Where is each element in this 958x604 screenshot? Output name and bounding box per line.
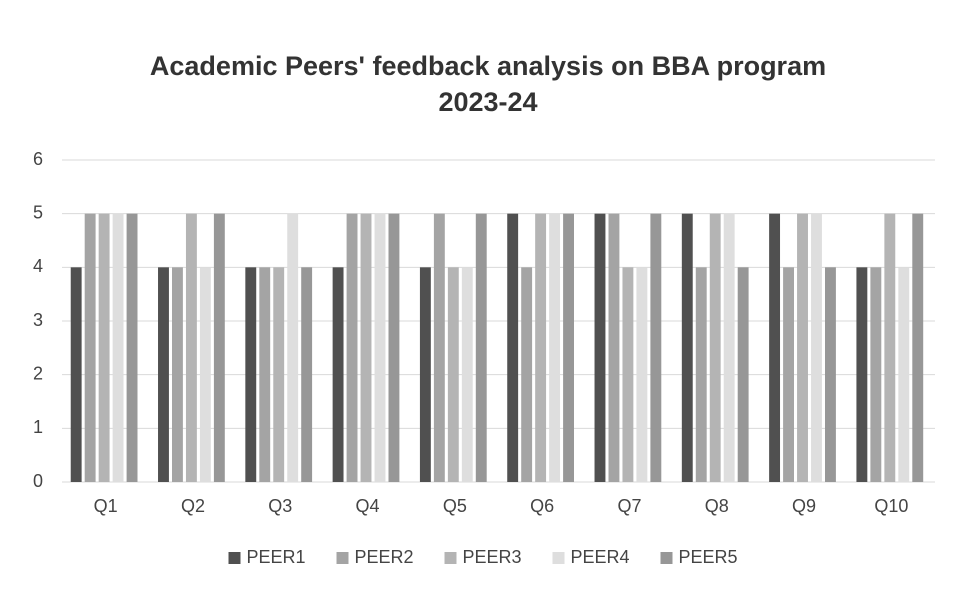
x-tick-label: Q1 [94,496,118,516]
bar [287,213,299,482]
bar [273,267,285,482]
y-tick-label: 1 [33,417,43,437]
chart-title: Academic Peers' feedback analysis on BBA… [150,51,826,81]
y-tick-label: 6 [33,149,43,169]
bar [259,267,271,482]
y-tick-label: 2 [33,363,43,383]
bar [622,267,634,482]
bar [650,213,662,482]
x-tick-label: Q3 [268,496,292,516]
legend-swatch [552,552,565,564]
bar [199,267,211,482]
legend-swatch [444,552,457,564]
bar [70,267,82,482]
bar [98,213,110,482]
bar [856,267,868,482]
bar [521,267,533,482]
bar [461,267,473,482]
y-tick-label: 4 [33,256,43,276]
legend-label: PEER3 [463,547,522,567]
bar [783,267,794,482]
bar [126,213,138,482]
bar [475,213,487,482]
bar [301,267,313,482]
bar [346,213,358,482]
bar [332,267,344,482]
legend-swatch [336,552,349,564]
chart-title: 2023-24 [438,87,537,117]
y-tick-label: 0 [33,471,43,491]
bar [723,213,735,482]
bar [811,213,822,482]
y-tick-label: 3 [33,310,43,330]
bar [507,213,519,482]
bar [374,213,386,482]
bar [737,267,749,482]
x-tick-label: Q6 [530,496,554,516]
bar [360,213,372,482]
bar [84,213,96,482]
y-tick-label: 5 [33,202,43,222]
bar [185,213,197,482]
bar [695,267,707,482]
bar [898,267,910,482]
bar [213,213,225,482]
bar [594,213,606,482]
x-tick-label: Q7 [617,496,641,516]
bar [388,213,400,482]
x-tick-label: Q10 [874,496,908,516]
bar [563,213,574,482]
bar [825,267,836,482]
bar [433,213,445,482]
x-tick-label: Q8 [705,496,729,516]
legend-swatch [660,552,673,564]
x-tick-label: Q4 [356,496,380,516]
bar [912,213,924,482]
bar [870,267,882,482]
bar [549,213,561,482]
x-tick-label: Q5 [443,496,467,516]
bar [158,267,169,482]
bar [681,213,693,482]
bar [112,213,124,482]
bar [535,213,547,482]
bar [636,267,648,482]
bar [797,213,808,482]
bar [769,213,781,482]
legend-swatch [228,552,241,564]
legend-label: PEER1 [247,547,306,567]
bar [171,267,183,482]
bar [884,213,896,482]
bar [447,267,459,482]
x-tick-label: Q9 [792,496,816,516]
legend-label: PEER5 [679,547,738,567]
bar [245,267,257,482]
x-tick-label: Q2 [181,496,205,516]
legend-label: PEER2 [355,547,414,567]
bar [608,213,620,482]
bar [419,267,431,482]
bar [709,213,721,482]
legend-label: PEER4 [571,547,630,567]
